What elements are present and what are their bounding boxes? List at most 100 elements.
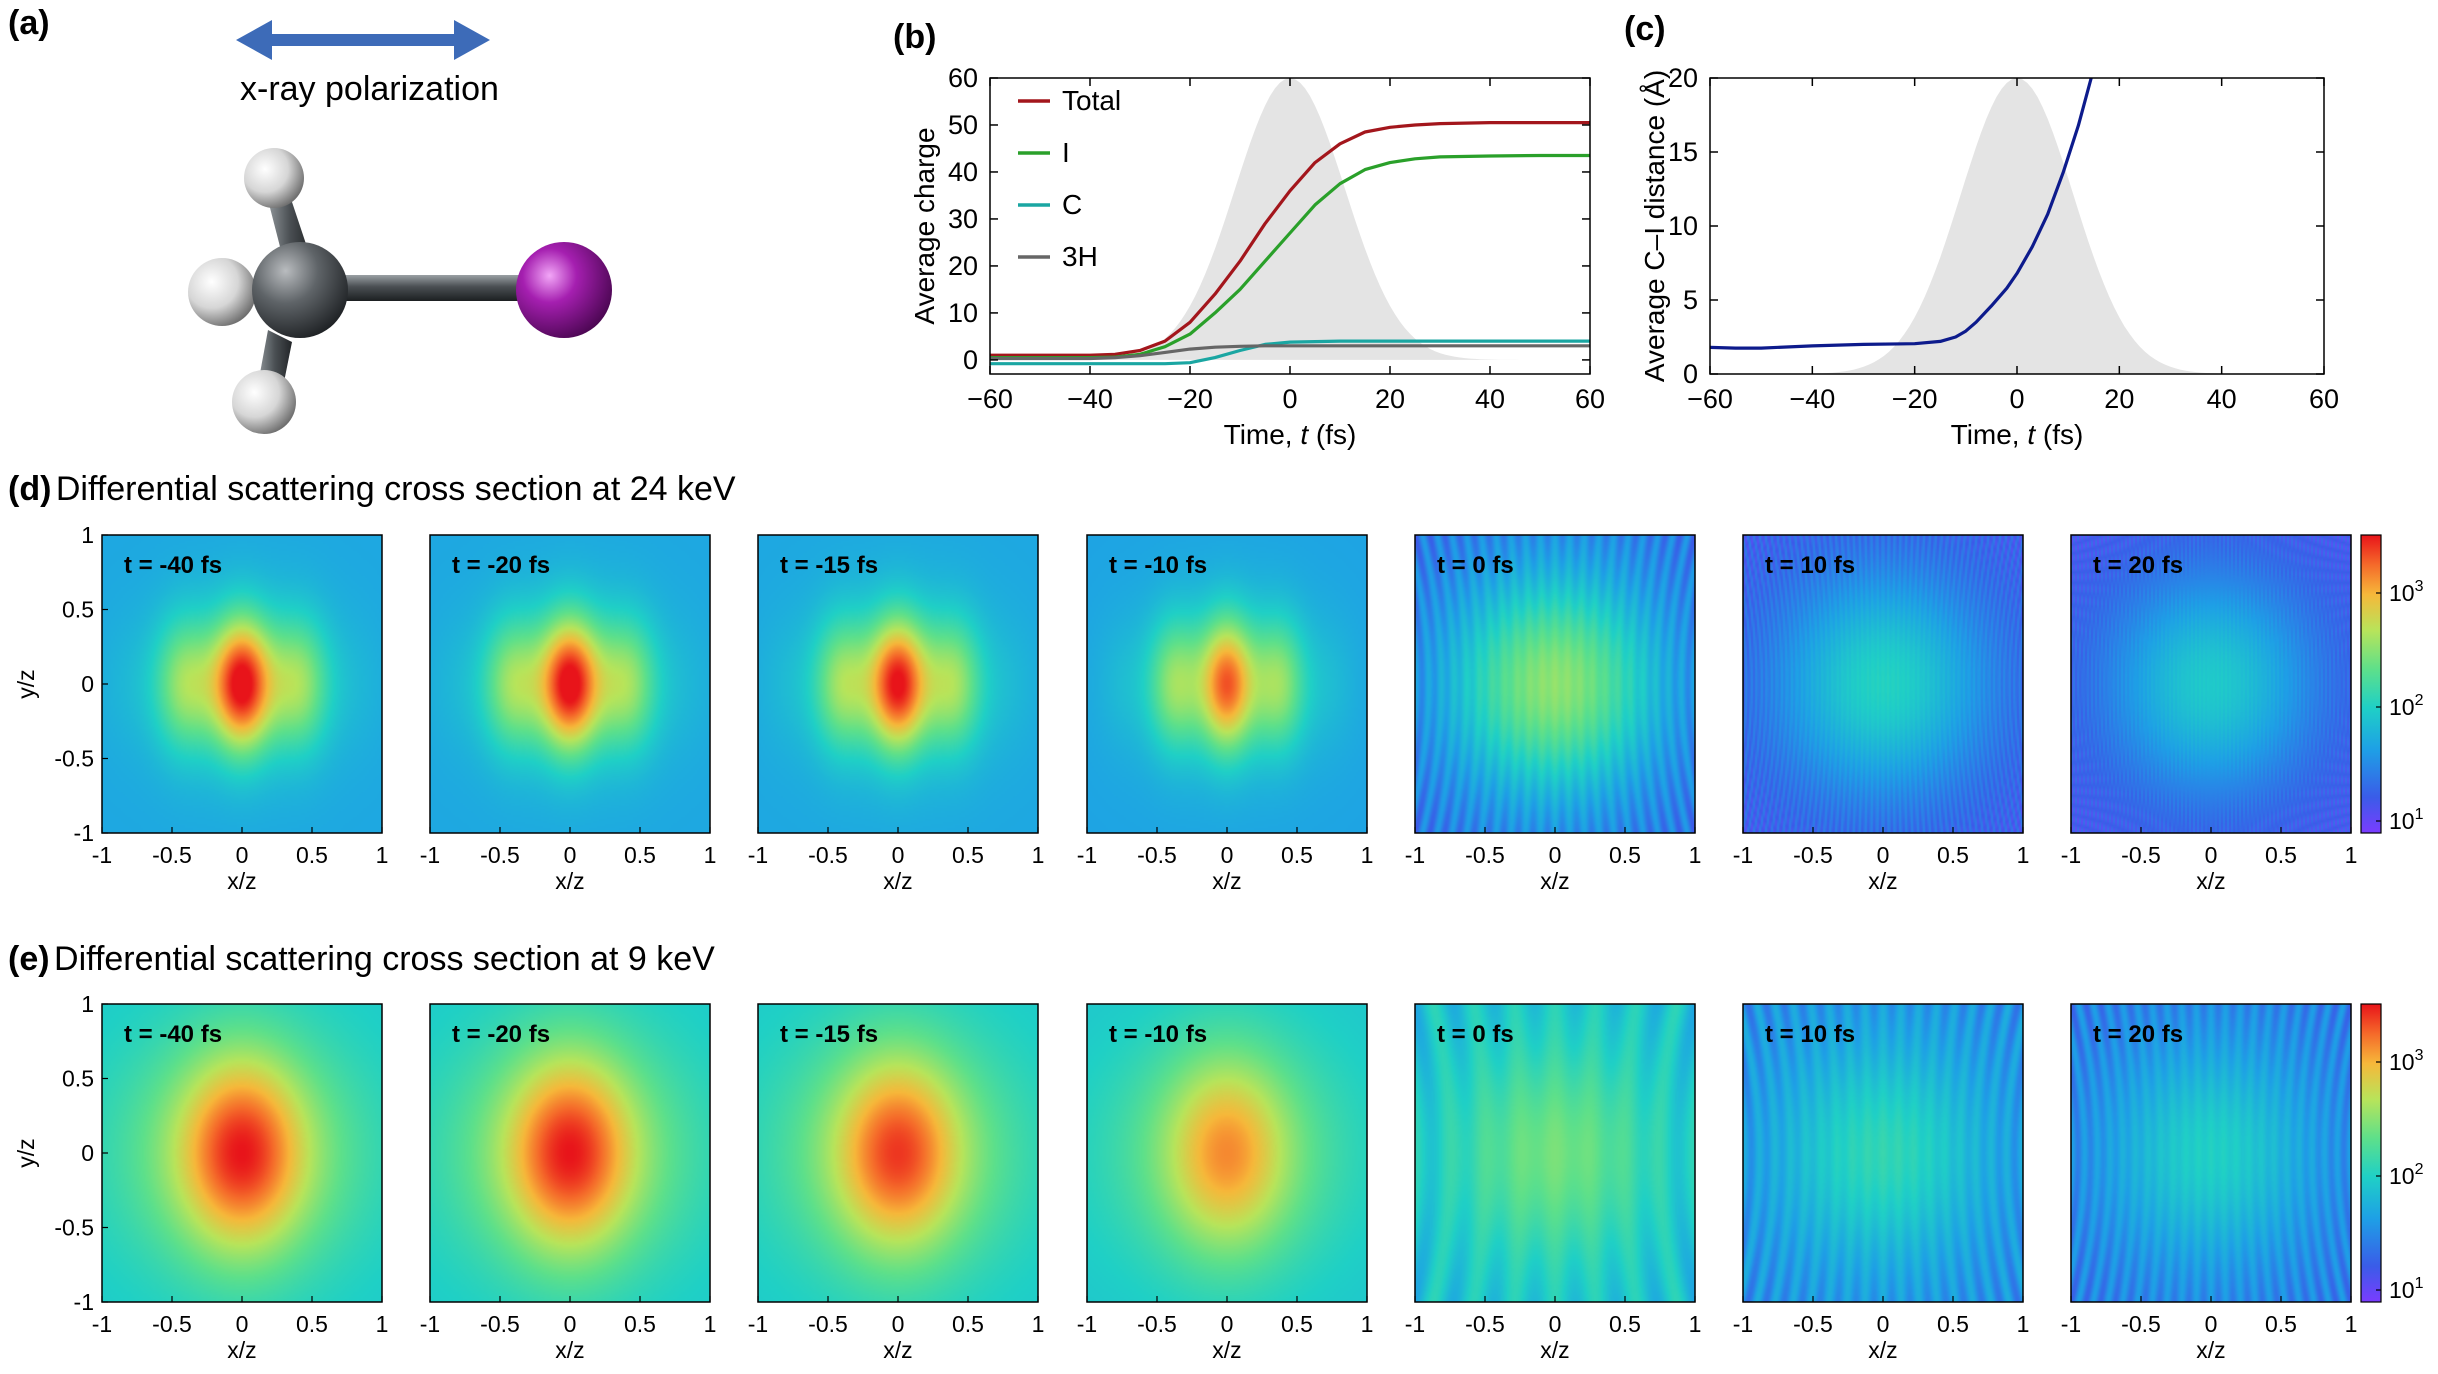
series-line-3 (990, 344, 1590, 361)
colorbar-tick-label: 102 (2389, 1161, 2424, 1189)
time-label: t = -20 fs (452, 1021, 550, 1048)
y-axis-label: Average charge (909, 127, 940, 324)
colorbar-gradient (2360, 534, 2382, 834)
panel-e-label: (e) (8, 940, 50, 978)
x-tick-label: 0 (1549, 842, 1562, 868)
y-tick-label: -1 (74, 1289, 94, 1315)
x-tick-label: 0.5 (952, 1311, 984, 1337)
x-axis-label-pre: Time, (1951, 419, 2028, 450)
x-tick-label: 1 (2345, 842, 2358, 868)
colorbar-tick-label: 103 (2389, 1047, 2424, 1075)
y-tick-label: 0 (1683, 359, 1698, 389)
section-e-title: (e) Differential scattering cross sectio… (8, 940, 715, 979)
x-tick-label: 1 (2017, 842, 2030, 868)
x-tick-label: -1 (420, 1311, 440, 1337)
x-tick-label: -1 (2061, 842, 2081, 868)
x-axis-label-var: t (2027, 419, 2036, 450)
x-tick-label: -0.5 (2121, 842, 2161, 868)
heatmap-panel: t = -20 fs -1 -0.5 0 0.5 1 x/z (420, 1003, 716, 1363)
colorbar-tick-mantissa: 10 (2389, 808, 2415, 834)
x-tick-label: 1 (1689, 1311, 1702, 1337)
x-tick-label: 1 (2017, 1311, 2030, 1337)
x-tick-label: 20 (1375, 384, 1405, 414)
x-tick-label: 0.5 (1281, 842, 1313, 868)
x-tick-label: 40 (1475, 384, 1505, 414)
time-label: t = 20 fs (2093, 552, 2183, 579)
time-label: t = 0 fs (1437, 1021, 1514, 1048)
heatmap-image (2071, 1004, 2351, 1302)
x-axis-label: Time, t (fs) (1224, 419, 1357, 450)
colorbar-tick-label: 103 (2389, 578, 2424, 606)
x-tick-label: 0.5 (1937, 1311, 1969, 1337)
y-tick-label: 20 (1668, 63, 1698, 93)
colorbar-tick-exp: 1 (2415, 806, 2424, 823)
time-label: t = 10 fs (1765, 1021, 1855, 1048)
colorbar-tick-label: 101 (2389, 1275, 2424, 1303)
series-line-0 (1709, 77, 2093, 350)
y-tick-label: 30 (948, 204, 978, 234)
x-axis-label: x/z (1868, 868, 1897, 894)
x-tick-label: 0 (1549, 1311, 1562, 1337)
x-axis-label: x/z (227, 1337, 256, 1363)
x-tick-label: 0 (2009, 384, 2024, 414)
y-tick-label: 1 (81, 991, 94, 1017)
x-tick-label: −40 (1789, 384, 1835, 414)
y-tick-label: 50 (948, 110, 978, 140)
x-tick-label: 0.5 (1937, 842, 1969, 868)
x-tick-label: 0.5 (624, 842, 656, 868)
colorbar-tick-exp: 2 (2415, 1161, 2424, 1178)
x-tick-label: 0 (236, 842, 249, 868)
series-line-2 (990, 339, 1590, 366)
x-axis-label: x/z (1540, 1337, 1569, 1363)
pulse-envelope (990, 78, 1590, 360)
colorbar-tick-mantissa: 10 (2389, 580, 2415, 606)
colorbar-tick-exp: 3 (2415, 578, 2424, 595)
x-tick-label: 40 (2207, 384, 2237, 414)
section-d-title: (d) Differential scattering cross sectio… (8, 470, 736, 509)
heatmap-panel: t = 0 fs -1 -0.5 0 0.5 1 x/z (1405, 534, 1701, 894)
time-label: t = -10 fs (1109, 1021, 1207, 1048)
x-tick-label: 1 (1361, 842, 1374, 868)
x-tick-label: -1 (748, 1311, 768, 1337)
x-tick-label: -0.5 (1137, 1311, 1177, 1337)
heatmap-panel: t = 20 fs -1 -0.5 0 0.5 1 x/z (2061, 534, 2358, 894)
x-tick-label: 1 (1032, 842, 1045, 868)
x-tick-label: -1 (748, 842, 768, 868)
y-axis-label: y/z (13, 669, 39, 698)
y-tick-label: 1 (81, 522, 94, 548)
panel-d-title: Differential scattering cross section at… (55, 470, 736, 508)
x-tick-label: 0 (2205, 1311, 2218, 1337)
heatmap-image (102, 535, 382, 833)
x-tick-label: 0 (1221, 1311, 1234, 1337)
x-tick-label: 0.5 (296, 842, 328, 868)
x-axis-label: Time, t (fs) (1951, 419, 2084, 450)
time-label: t = -20 fs (452, 552, 550, 579)
y-tick-label: 40 (948, 157, 978, 187)
x-axis-label: x/z (555, 1337, 584, 1363)
pulse-envelope (1710, 78, 2324, 374)
time-label: t = 20 fs (2093, 1021, 2183, 1048)
x-axis-label: x/z (1868, 1337, 1897, 1363)
x-tick-label: 1 (2345, 1311, 2358, 1337)
heatmap-image (1415, 1004, 1695, 1302)
heatmap-image (1415, 535, 1695, 833)
time-label: t = 0 fs (1437, 552, 1514, 579)
x-axis-label: x/z (1540, 868, 1569, 894)
x-axis-label: x/z (555, 868, 584, 894)
colorbar-tick-mantissa: 10 (2389, 694, 2415, 720)
heatmap-image (430, 535, 710, 833)
heatmap-image (1743, 1004, 2023, 1302)
x-tick-label: 1 (376, 842, 389, 868)
colorbar-tick-mantissa: 10 (2389, 1049, 2415, 1075)
x-tick-label: -1 (420, 842, 440, 868)
x-tick-label: -0.5 (808, 842, 848, 868)
y-axis-label: y/z (13, 1138, 39, 1167)
heatmap-grid: t = -40 fs-1 -0.5 0 0.5 1x/z10.50-0.5-1y/zt … (13, 522, 2424, 1363)
x-tick-label: -1 (1405, 842, 1425, 868)
y-tick-label: 0 (81, 1140, 94, 1166)
heatmap-panel: t = -10 fs -1 -0.5 0 0.5 1 x/z (1077, 534, 1374, 894)
x-tick-label: -0.5 (1793, 842, 1833, 868)
